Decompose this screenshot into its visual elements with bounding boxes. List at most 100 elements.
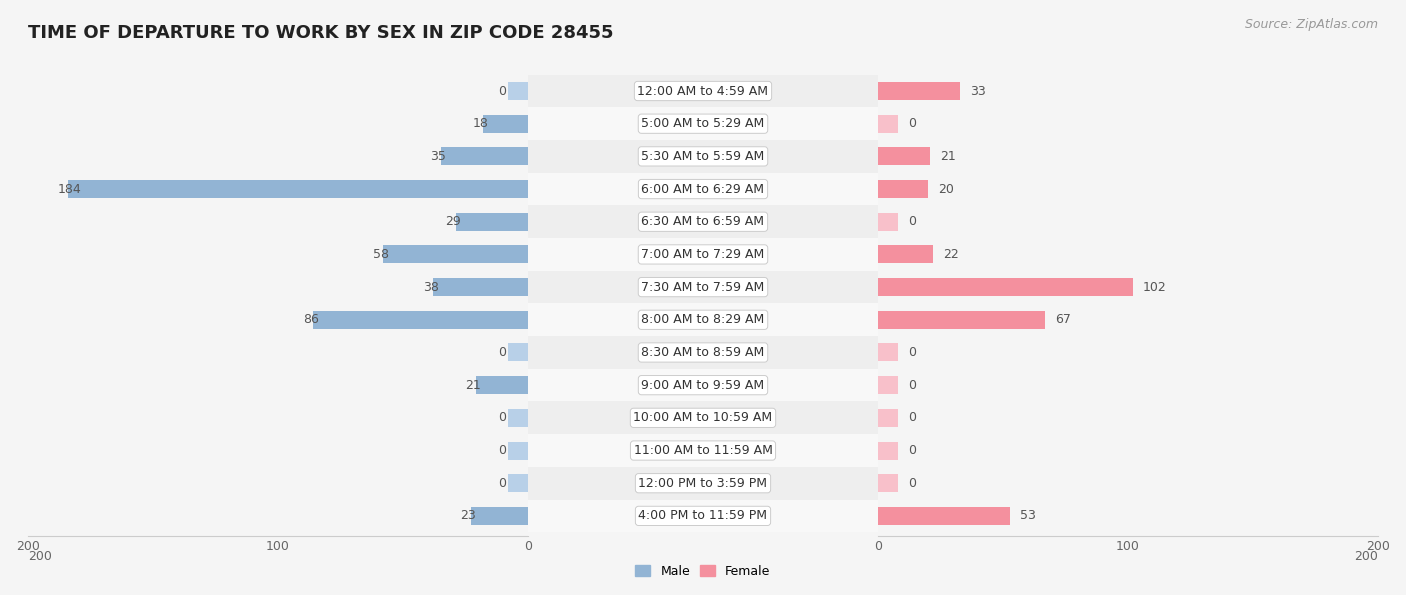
Bar [0,434,877,467]
Bar [877,180,928,198]
Text: 0: 0 [498,346,506,359]
Bar [0,467,877,500]
Bar [475,376,529,394]
Bar [529,434,1406,467]
Bar [529,173,1406,205]
Text: 11:00 AM to 11:59 AM: 11:00 AM to 11:59 AM [634,444,772,457]
Bar [484,115,529,133]
Text: 6:30 AM to 6:59 AM: 6:30 AM to 6:59 AM [641,215,765,228]
Text: 9:00 AM to 9:59 AM: 9:00 AM to 9:59 AM [641,378,765,392]
Bar [877,311,1046,329]
Text: 184: 184 [58,183,82,196]
Bar [529,467,1406,500]
Text: 22: 22 [943,248,959,261]
Bar [0,140,877,173]
Bar [529,238,1406,271]
Bar [0,107,877,140]
Bar [529,336,1406,369]
Text: 0: 0 [908,477,915,490]
Text: 8:00 AM to 8:29 AM: 8:00 AM to 8:29 AM [641,314,765,326]
Text: 67: 67 [1056,314,1071,326]
Bar [529,500,877,533]
Text: 58: 58 [373,248,389,261]
Text: 0: 0 [908,411,915,424]
Text: 0: 0 [498,411,506,424]
Text: 38: 38 [423,281,439,293]
Text: 12:00 PM to 3:59 PM: 12:00 PM to 3:59 PM [638,477,768,490]
Bar [529,205,877,238]
Bar [0,500,877,533]
Bar [529,107,1406,140]
Bar [877,441,898,459]
Bar [877,507,1011,525]
Bar [529,107,877,140]
Bar [0,173,877,205]
Bar [0,140,529,173]
Text: TIME OF DEPARTURE TO WORK BY SEX IN ZIP CODE 28455: TIME OF DEPARTURE TO WORK BY SEX IN ZIP … [28,24,613,42]
Bar [456,213,529,231]
Text: 4:00 PM to 11:59 PM: 4:00 PM to 11:59 PM [638,509,768,522]
Bar [0,500,529,533]
Bar [0,205,877,238]
Text: 0: 0 [908,346,915,359]
Bar [508,82,529,100]
Bar [877,213,898,231]
Bar [529,303,1406,336]
Text: 102: 102 [1143,281,1167,293]
Bar [0,74,529,107]
Bar [0,467,529,500]
Text: 5:00 AM to 5:29 AM: 5:00 AM to 5:29 AM [641,117,765,130]
Text: 33: 33 [970,84,986,98]
Text: 10:00 AM to 10:59 AM: 10:00 AM to 10:59 AM [634,411,772,424]
Text: 0: 0 [498,477,506,490]
Bar [529,173,877,205]
Text: 18: 18 [472,117,489,130]
Bar [877,82,960,100]
Bar [0,173,529,205]
Bar [314,311,529,329]
Bar [440,148,529,165]
Bar [877,278,1133,296]
Bar [529,74,877,107]
Bar [529,369,1406,402]
Text: 23: 23 [461,509,477,522]
Bar [471,507,529,525]
Bar [382,245,529,264]
Bar [0,369,877,402]
Legend: Male, Female: Male, Female [630,560,776,583]
Text: 21: 21 [465,378,481,392]
Bar [529,467,877,500]
Text: 0: 0 [908,444,915,457]
Bar [529,434,877,467]
Text: 0: 0 [908,117,915,130]
Text: 0: 0 [498,84,506,98]
Text: 200: 200 [28,550,52,563]
Bar [508,474,529,492]
Text: 200: 200 [1354,550,1378,563]
Bar [0,205,529,238]
Bar [529,205,1406,238]
Bar [433,278,529,296]
Text: 0: 0 [908,378,915,392]
Bar [0,303,877,336]
Bar [529,369,877,402]
Bar [877,115,898,133]
Bar [877,409,898,427]
Text: 12:00 AM to 4:59 AM: 12:00 AM to 4:59 AM [637,84,769,98]
Bar [508,409,529,427]
Bar [67,180,529,198]
Text: 6:00 AM to 6:29 AM: 6:00 AM to 6:29 AM [641,183,765,196]
Bar [0,238,877,271]
Bar [0,336,529,369]
Bar [877,474,898,492]
Bar [0,271,877,303]
Bar [877,245,934,264]
Bar [0,369,529,402]
Text: Source: ZipAtlas.com: Source: ZipAtlas.com [1244,18,1378,31]
Bar [508,343,529,362]
Bar [0,434,529,467]
Bar [529,238,877,271]
Text: 35: 35 [430,150,447,163]
Bar [0,402,877,434]
Bar [877,148,931,165]
